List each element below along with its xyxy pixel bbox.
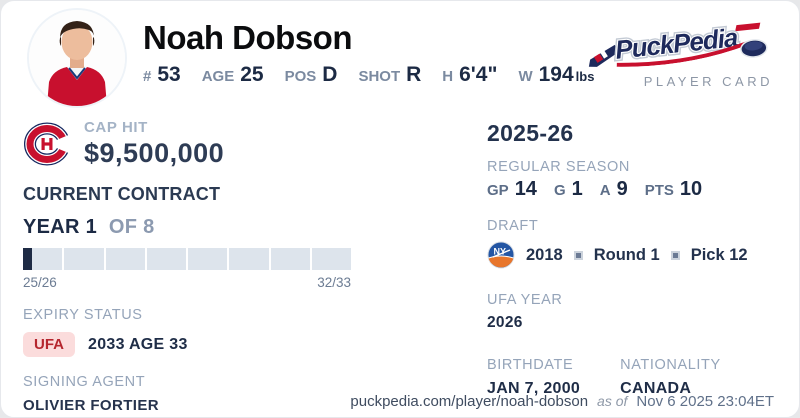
as-of-timestamp: Nov 6 2025 23:04ET xyxy=(636,393,774,410)
season-title: 2025-26 xyxy=(487,120,574,146)
vital-value: D xyxy=(322,62,338,86)
stat-assists: A 9 xyxy=(600,178,628,201)
birthdate-value: JAN 7, 2000 xyxy=(487,380,581,397)
player-name: Noah Dobson xyxy=(143,19,352,56)
player-photo-image xyxy=(29,10,125,106)
progress-fill xyxy=(23,248,33,270)
puckpedia-logo-text: PuckPedia xyxy=(614,22,740,65)
contract-progress-labels: 25/26 32/33 xyxy=(23,275,351,290)
stat-points: PTS 10 xyxy=(645,178,702,201)
birth-row: BIRTHDATE JAN 7, 2000 NATIONALITY CANADA xyxy=(487,357,775,398)
vital-value: 53 xyxy=(157,62,181,86)
cap-hit-label: CAP HIT xyxy=(84,119,148,136)
ufa-year-value: 2026 xyxy=(487,314,523,331)
cap-hit-text: CAP HIT $9,500,000 xyxy=(84,119,224,169)
svg-text:NY: NY xyxy=(494,247,507,257)
contract-column: CAP HIT $9,500,000 CURRENT CONTRACT YEAR… xyxy=(23,119,465,414)
season-column: 2025-26 REGULAR SEASON GP 14 G 1 A 9 PTS… xyxy=(465,119,775,414)
contract-year: YEAR 1 xyxy=(23,216,98,238)
ufa-year-label: UFA YEAR xyxy=(487,292,563,308)
puckpedia-logo: PuckPedia PuckPedia xyxy=(588,20,768,69)
contract-start-season: 25/26 xyxy=(23,275,57,290)
signing-agent-value: OLIVIER FORTIER xyxy=(23,397,160,414)
birthdate-label: BIRTHDATE xyxy=(487,357,574,373)
current-contract-title: CURRENT CONTRACT xyxy=(23,184,221,204)
header: Noah Dobson # 53 AGE 25 POS D SHOT R xyxy=(1,1,799,108)
stat-value: 1 xyxy=(571,178,583,200)
expiry-status-label: EXPIRY STATUS xyxy=(23,307,143,323)
vital-label: # xyxy=(143,67,152,85)
vital-label: POS xyxy=(284,67,317,85)
signing-agent-label: SIGNING AGENT xyxy=(23,374,146,390)
draft-row: NY 2018 Round 1 Pick 12 xyxy=(487,241,775,269)
vital-height: H 6'4" xyxy=(442,63,497,87)
profile-url[interactable]: puckpedia.com/player/noah-dobson xyxy=(350,393,589,410)
name-block: Noah Dobson # 53 AGE 25 POS D SHOT R xyxy=(143,8,594,87)
vital-shot: SHOT R xyxy=(358,63,421,87)
progress-segment xyxy=(188,248,228,270)
player-vitals: # 53 AGE 25 POS D SHOT R H 6'4" xyxy=(143,63,594,87)
progress-segment xyxy=(105,248,145,270)
brand-block: PuckPedia PuckPedia PLAYER CARD xyxy=(585,8,777,89)
contract-progress-bar xyxy=(23,248,351,270)
progress-segment xyxy=(229,248,269,270)
vital-value: 6'4" xyxy=(459,62,498,86)
vital-age: AGE 25 xyxy=(202,63,264,87)
birthdate-block: BIRTHDATE JAN 7, 2000 xyxy=(487,357,580,398)
vital-value: 25 xyxy=(240,62,264,86)
separator-icon xyxy=(670,250,680,260)
nationality-block: NATIONALITY CANADA xyxy=(620,357,721,398)
nationality-value: CANADA xyxy=(620,380,692,397)
stat-label: PTS xyxy=(644,182,674,199)
vital-suffix: lbs xyxy=(575,68,595,84)
new-york-islanders-logo: NY xyxy=(487,241,515,269)
draft-round: Round 1 xyxy=(593,245,660,264)
stat-label: A xyxy=(599,182,611,199)
montreal-canadiens-logo xyxy=(24,122,71,166)
footer: puckpedia.com/player/noah-dobson as of N… xyxy=(350,393,774,410)
stat-label: G xyxy=(553,182,566,199)
vital-value: 194 xyxy=(538,62,574,86)
brand-tagline: PLAYER CARD xyxy=(643,74,773,89)
progress-segment xyxy=(146,248,186,270)
contract-year-total: OF 8 xyxy=(108,216,155,238)
stat-gp: GP 14 xyxy=(487,178,537,201)
cap-hit-value: $9,500,000 xyxy=(84,138,225,168)
nationality-label: NATIONALITY xyxy=(620,357,721,373)
stat-label: GP xyxy=(487,182,509,199)
progress-segment xyxy=(64,248,104,270)
vital-label: SHOT xyxy=(358,67,401,85)
stat-value: 10 xyxy=(679,178,703,200)
expiry-value: 2033 AGE 33 xyxy=(88,335,188,353)
draft-label: DRAFT xyxy=(487,218,539,234)
vital-weight: W 194 lbs xyxy=(518,63,594,87)
body: CAP HIT $9,500,000 CURRENT CONTRACT YEAR… xyxy=(1,107,799,414)
season-stats-row: GP 14 G 1 A 9 PTS 10 xyxy=(487,178,775,201)
regular-season-label: REGULAR SEASON xyxy=(487,159,630,175)
vital-position: POS D xyxy=(285,63,338,87)
progress-segment xyxy=(270,248,310,270)
vital-label: AGE xyxy=(201,67,235,85)
draft-year: 2018 xyxy=(526,245,563,264)
contract-year-row: YEAR 1 OF 8 xyxy=(23,216,465,239)
vital-number: # 53 xyxy=(143,63,181,87)
contract-end-season: 32/33 xyxy=(317,275,351,290)
stat-value: 9 xyxy=(616,178,628,200)
progress-segment xyxy=(23,248,63,270)
expiry-status-row: UFA 2033 AGE 33 xyxy=(23,332,465,357)
separator-icon xyxy=(573,250,583,260)
ufa-status-badge: UFA xyxy=(23,332,75,357)
stat-value: 14 xyxy=(514,178,537,200)
stat-goals: G 1 xyxy=(554,178,583,201)
vital-value: R xyxy=(406,62,422,86)
draft-pick: Pick 12 xyxy=(690,245,748,264)
player-photo xyxy=(27,8,127,108)
vital-label: W xyxy=(518,67,533,85)
progress-segment xyxy=(311,248,351,270)
as-of-label: as of xyxy=(597,393,628,409)
cap-hit-row: CAP HIT $9,500,000 xyxy=(23,119,465,169)
vital-label: H xyxy=(442,67,454,85)
